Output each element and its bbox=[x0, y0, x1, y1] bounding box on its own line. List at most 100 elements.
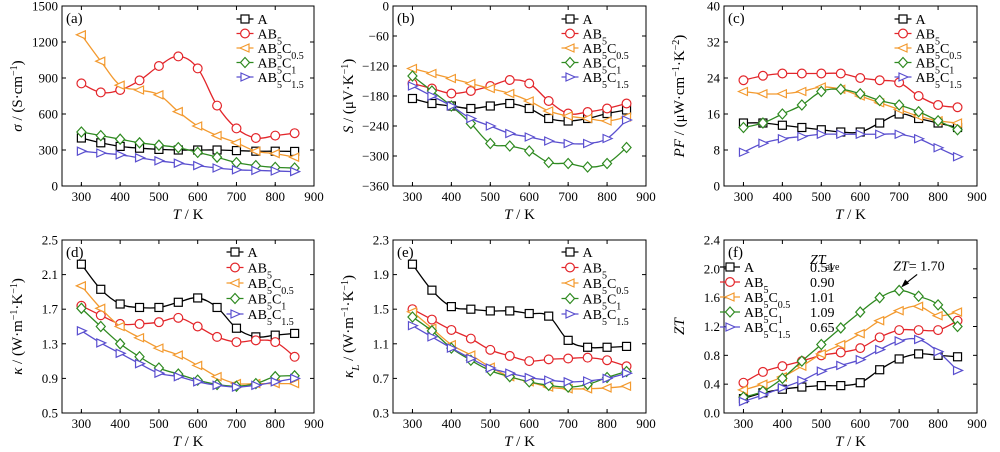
data-point bbox=[229, 137, 242, 148]
data-point bbox=[522, 96, 534, 106]
data-point bbox=[894, 325, 905, 336]
legend-marker bbox=[228, 278, 240, 288]
panel-a: 300 400 500 600 700 800 900 0 300 600 900 1200 1500 T… bbox=[9, 0, 324, 223]
y-tick-label: −240 bbox=[362, 119, 389, 134]
data-point bbox=[583, 138, 595, 149]
data-point bbox=[250, 133, 261, 144]
legend-marker bbox=[563, 278, 575, 288]
data-point bbox=[95, 87, 106, 98]
series-line bbox=[743, 337, 958, 403]
x-tick-label: 400 bbox=[773, 189, 793, 204]
zt-ave-value: 1.01 bbox=[810, 291, 835, 306]
data-point bbox=[485, 101, 495, 111]
data-point bbox=[154, 368, 166, 379]
data-point bbox=[601, 157, 613, 170]
data-point bbox=[465, 85, 476, 96]
data-point bbox=[600, 116, 612, 126]
y-tick-label: 2.0 bbox=[704, 261, 720, 276]
data-point bbox=[152, 343, 164, 354]
data-point bbox=[76, 259, 86, 269]
panel-label: (b) bbox=[397, 11, 415, 27]
x-tick-label: 600 bbox=[519, 416, 539, 431]
y-tick-label: 0.5 bbox=[42, 406, 58, 421]
data-point bbox=[270, 166, 282, 176]
data-point bbox=[544, 311, 554, 321]
legend-label: AB5C0.5 bbox=[744, 291, 790, 311]
zt-ave-value: 0.51 bbox=[810, 261, 835, 276]
data-point bbox=[563, 376, 575, 387]
data-point bbox=[74, 29, 86, 40]
legend-label: A bbox=[583, 246, 594, 261]
data-point bbox=[407, 320, 419, 331]
y-tick-label: 900 bbox=[39, 71, 59, 86]
data-point bbox=[544, 113, 554, 124]
data-point bbox=[152, 89, 164, 100]
panel-label: (c) bbox=[728, 11, 745, 27]
annotation-arrowhead bbox=[901, 279, 910, 288]
legend-label: AB5C1.5 bbox=[744, 321, 790, 341]
data-point bbox=[797, 122, 807, 133]
data-point bbox=[952, 123, 963, 136]
legend-label: AB5C0.5 bbox=[583, 42, 629, 62]
data-point bbox=[212, 100, 223, 111]
x-axis-label: T / K bbox=[504, 434, 535, 450]
x-tick-label: 400 bbox=[110, 416, 130, 431]
data-point bbox=[561, 111, 573, 121]
data-point bbox=[290, 166, 302, 177]
legend-label: AB5 bbox=[258, 28, 282, 48]
data-point bbox=[932, 114, 944, 127]
x-tick-label: 900 bbox=[967, 416, 987, 431]
x-tick-label: 300 bbox=[72, 189, 92, 204]
legend-label: A bbox=[744, 261, 755, 276]
data-point bbox=[952, 352, 963, 362]
legend-marker bbox=[724, 306, 736, 318]
x-axis-label: T / K bbox=[835, 207, 866, 223]
data-point bbox=[777, 361, 788, 372]
legend-label: AB5C1.5 bbox=[583, 308, 629, 328]
data-point bbox=[268, 148, 280, 159]
data-point bbox=[875, 344, 887, 355]
series-line bbox=[743, 133, 958, 158]
data-point bbox=[427, 285, 437, 295]
data-point bbox=[407, 311, 418, 323]
plot-frame bbox=[392, 239, 647, 414]
legend-marker bbox=[565, 14, 575, 24]
data-point bbox=[505, 306, 515, 316]
data-point bbox=[483, 83, 495, 94]
y-tick-label: 16 bbox=[707, 107, 721, 122]
data-point bbox=[153, 60, 164, 71]
panel-b: 300 400 500 600 700 800 900 0 −60 −120 −180 −240 −30… bbox=[340, 0, 656, 223]
data-point bbox=[913, 105, 924, 118]
data-point bbox=[602, 355, 613, 366]
data-point bbox=[231, 323, 242, 333]
legend-label: AB5C1 bbox=[916, 57, 955, 77]
data-point bbox=[854, 306, 866, 318]
series-line bbox=[743, 353, 958, 400]
data-point bbox=[192, 63, 203, 74]
data-point bbox=[173, 312, 184, 323]
data-point bbox=[758, 138, 770, 149]
data-point bbox=[621, 98, 632, 109]
x-tick-label: 900 bbox=[304, 189, 324, 204]
x-tick-label: 800 bbox=[265, 416, 285, 431]
data-point bbox=[485, 363, 497, 373]
y-tick-label: 600 bbox=[39, 107, 59, 122]
series-line bbox=[412, 325, 627, 383]
data-point bbox=[446, 101, 458, 111]
legend-label: AB5C0.5 bbox=[248, 277, 294, 297]
data-point bbox=[796, 355, 808, 367]
data-point bbox=[894, 335, 906, 346]
data-point bbox=[894, 354, 904, 364]
data-point bbox=[855, 72, 866, 83]
y-tick-label: −180 bbox=[362, 89, 389, 104]
legend-label: AB5C0.5 bbox=[916, 42, 962, 62]
data-point bbox=[505, 128, 517, 139]
data-point bbox=[464, 78, 476, 89]
series-line bbox=[412, 85, 627, 145]
data-point bbox=[94, 303, 106, 314]
data-point bbox=[854, 87, 866, 100]
data-point bbox=[485, 344, 496, 355]
data-point bbox=[134, 136, 145, 149]
legend-entry-ab5c1: AB5C1 bbox=[561, 57, 621, 76]
